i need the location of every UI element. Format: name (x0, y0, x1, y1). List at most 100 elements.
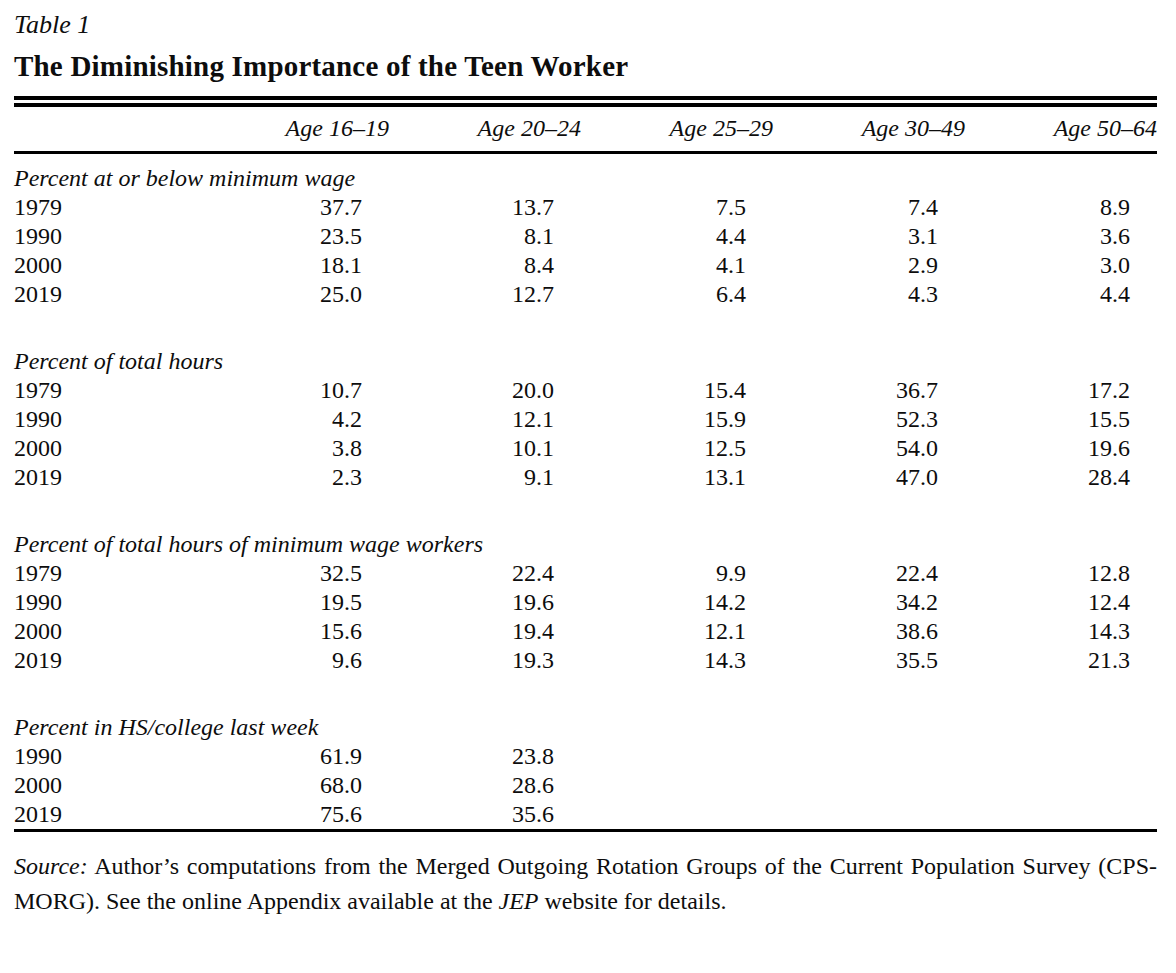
value-cell: 36.7 (773, 376, 965, 405)
year-cell: 1990 (14, 405, 197, 434)
value-cell: 2.3 (197, 463, 389, 492)
table-row: 1990 19.5 19.6 14.2 34.2 12.4 (14, 588, 1157, 617)
table-title: The Diminishing Importance of the Teen W… (14, 50, 1157, 82)
value-cell: 23.8 (389, 742, 581, 771)
column-header-age-16-19: Age 16–19 (197, 102, 389, 153)
paper-page: Table 1 The Diminishing Importance of th… (0, 0, 1176, 919)
value-cell: 32.5 (197, 559, 389, 588)
value-cell: 10.7 (197, 376, 389, 405)
value-cell: 8.9 (965, 193, 1157, 222)
value-cell: 9.9 (581, 559, 773, 588)
column-header-row: Age 16–19 Age 20–24 Age 25–29 Age 30–49 … (14, 102, 1157, 153)
table-row: 1990 61.9 23.8 (14, 742, 1157, 771)
source-text-2: website for details. (539, 888, 727, 914)
table-row: 1990 4.2 12.1 15.9 52.3 15.5 (14, 405, 1157, 434)
value-cell: 9.1 (389, 463, 581, 492)
value-cell: 15.9 (581, 405, 773, 434)
value-cell: 14.3 (965, 617, 1157, 646)
source-prefix: Source: (14, 853, 88, 879)
year-cell: 2000 (14, 771, 197, 800)
value-cell: 20.0 (389, 376, 581, 405)
value-cell (773, 800, 965, 831)
value-cell (965, 800, 1157, 831)
year-cell: 1990 (14, 222, 197, 251)
value-cell: 8.1 (389, 222, 581, 251)
value-cell: 22.4 (389, 559, 581, 588)
value-cell: 6.4 (581, 280, 773, 309)
table-row: 1979 37.7 13.7 7.5 7.4 8.9 (14, 193, 1157, 222)
year-cell: 1979 (14, 193, 197, 222)
value-cell: 35.6 (389, 800, 581, 831)
value-cell: 7.5 (581, 193, 773, 222)
value-cell (773, 742, 965, 771)
value-cell: 19.4 (389, 617, 581, 646)
value-cell: 7.4 (773, 193, 965, 222)
value-cell: 23.5 (197, 222, 389, 251)
column-header-age-30-49: Age 30–49 (773, 102, 965, 153)
section-label: Percent of total hours of minimum wage w… (14, 492, 1157, 559)
value-cell: 12.1 (389, 405, 581, 434)
table-number-label: Table 1 (14, 10, 1157, 40)
table-row: 2000 18.1 8.4 4.1 2.9 3.0 (14, 251, 1157, 280)
table-row: 1990 23.5 8.1 4.4 3.1 3.6 (14, 222, 1157, 251)
value-cell: 2.9 (773, 251, 965, 280)
year-cell: 2019 (14, 800, 197, 831)
value-cell: 52.3 (773, 405, 965, 434)
value-cell: 54.0 (773, 434, 965, 463)
value-cell: 15.5 (965, 405, 1157, 434)
year-cell: 2019 (14, 463, 197, 492)
value-cell: 3.0 (965, 251, 1157, 280)
source-jep: JEP (499, 888, 539, 914)
section-header-row: Percent in HS/college last week (14, 675, 1157, 742)
value-cell: 3.8 (197, 434, 389, 463)
value-cell: 75.6 (197, 800, 389, 831)
table-row: 2019 75.6 35.6 (14, 800, 1157, 831)
value-cell: 4.4 (965, 280, 1157, 309)
table-row: 1979 32.5 22.4 9.9 22.4 12.8 (14, 559, 1157, 588)
teen-worker-table: Age 16–19 Age 20–24 Age 25–29 Age 30–49 … (14, 96, 1157, 832)
value-cell: 18.1 (197, 251, 389, 280)
value-cell: 21.3 (965, 646, 1157, 675)
year-cell: 1979 (14, 559, 197, 588)
value-cell: 4.1 (581, 251, 773, 280)
value-cell (965, 771, 1157, 800)
value-cell: 15.4 (581, 376, 773, 405)
value-cell (581, 800, 773, 831)
value-cell: 10.1 (389, 434, 581, 463)
value-cell: 13.7 (389, 193, 581, 222)
year-cell: 1990 (14, 742, 197, 771)
value-cell: 12.8 (965, 559, 1157, 588)
section-header-row: Percent of total hours (14, 309, 1157, 376)
section-header-row: Percent at or below minimum wage (14, 153, 1157, 194)
year-cell: 1979 (14, 376, 197, 405)
value-cell: 4.4 (581, 222, 773, 251)
column-header-age-25-29: Age 25–29 (581, 102, 773, 153)
value-cell: 15.6 (197, 617, 389, 646)
table-row: 2019 2.3 9.1 13.1 47.0 28.4 (14, 463, 1157, 492)
table-row: 1979 10.7 20.0 15.4 36.7 17.2 (14, 376, 1157, 405)
value-cell (581, 742, 773, 771)
value-cell: 34.2 (773, 588, 965, 617)
value-cell: 12.7 (389, 280, 581, 309)
value-cell: 14.3 (581, 646, 773, 675)
value-cell: 19.6 (389, 588, 581, 617)
value-cell: 25.0 (197, 280, 389, 309)
column-header-age-50-64: Age 50–64 (965, 102, 1157, 153)
value-cell: 12.4 (965, 588, 1157, 617)
value-cell (773, 771, 965, 800)
year-cell: 2000 (14, 617, 197, 646)
column-header-age-20-24: Age 20–24 (389, 102, 581, 153)
section-label: Percent at or below minimum wage (14, 153, 1157, 194)
table-row: 2000 68.0 28.6 (14, 771, 1157, 800)
value-cell: 19.3 (389, 646, 581, 675)
year-cell: 1990 (14, 588, 197, 617)
value-cell: 14.2 (581, 588, 773, 617)
value-cell: 38.6 (773, 617, 965, 646)
year-cell: 2000 (14, 434, 197, 463)
value-cell: 8.4 (389, 251, 581, 280)
value-cell: 22.4 (773, 559, 965, 588)
value-cell: 12.5 (581, 434, 773, 463)
value-cell: 61.9 (197, 742, 389, 771)
section-label: Percent in HS/college last week (14, 675, 1157, 742)
value-cell (965, 742, 1157, 771)
